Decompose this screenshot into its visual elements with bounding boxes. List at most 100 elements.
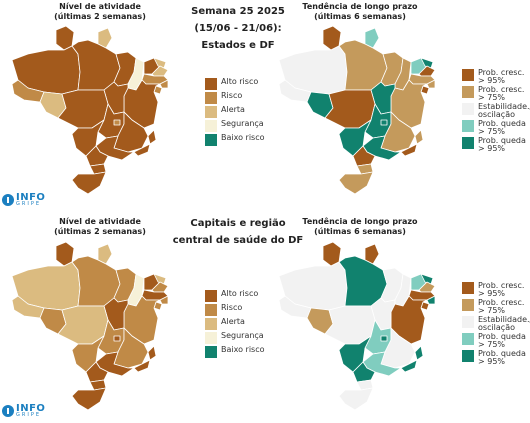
state-region-rj <box>400 359 418 373</box>
state-region-al <box>159 79 169 89</box>
legend-swatch <box>462 282 474 294</box>
legend-item: Baixo risco <box>205 134 265 146</box>
legend-item: Prob. cresc. > 75% <box>462 299 524 315</box>
legend-swatch <box>205 134 217 146</box>
legend-activity-bottom: Alto risco Risco Alerta Segurança Baixo risc… <box>205 290 275 380</box>
legend-label: Prob. cresc. > 75% <box>478 298 525 315</box>
state-region-ap <box>97 27 113 49</box>
legend-item: Segurança <box>205 120 264 132</box>
legend-item: Prob. queda > 95% <box>462 350 526 366</box>
top-center-title: Semana 25 2025 (15/06 - 21/06): Estados … <box>191 6 285 51</box>
state-region-rj <box>133 359 151 373</box>
legend-label: Prob. cresc. > 75% <box>478 85 525 102</box>
legend-item: Baixo risco <box>205 346 265 358</box>
state-region-es <box>147 129 157 145</box>
legend-swatch <box>462 103 474 115</box>
legend-activity-top: Alto risco Risco Alerta Segurança Baixo risc… <box>205 78 275 168</box>
legend-swatch <box>205 78 217 90</box>
legend-swatch <box>462 120 474 132</box>
legend-swatch <box>205 332 217 344</box>
legend-label: Estabilidade./ oscilação <box>478 315 530 332</box>
legend-item: Alerta <box>205 318 245 330</box>
legend-swatch <box>462 333 474 345</box>
bottom-activity-title: Nível de atividade (últimas 2 semanas) <box>54 217 146 236</box>
legend-label: Prob. cresc. > 95% <box>478 68 525 85</box>
state-region-df <box>113 335 121 342</box>
legend-item: Prob. queda > 95% <box>462 137 526 153</box>
state-region-ap <box>364 243 380 265</box>
legend-swatch <box>462 350 474 362</box>
infogripe-logo-bottom: INFO GRIPE <box>2 404 45 418</box>
state-region-df <box>380 335 388 342</box>
state-region-rj <box>400 143 418 157</box>
legend-item: Estabilidade./ oscilação <box>462 316 530 332</box>
legend-item: Prob. cresc. > 95% <box>462 69 524 85</box>
logo-main-text: INFO <box>16 192 46 203</box>
logo-main-text: INFO <box>16 403 46 414</box>
legend-swatch <box>205 120 217 132</box>
legend-label: Alto risco <box>221 289 259 298</box>
legend-label: Baixo risco <box>221 133 265 142</box>
legend-swatch <box>462 137 474 149</box>
legend-label: Baixo risco <box>221 345 265 354</box>
state-region-al <box>426 295 436 305</box>
map-bottom-activity <box>11 241 169 411</box>
state-region-al <box>426 79 436 89</box>
legend-trend-bottom: Prob. cresc. > 95% Prob. cresc. > 75% Esta… <box>462 282 530 372</box>
bottom-center-title: Capitais e região central de saúde do DF <box>172 218 304 246</box>
legend-label: Segurança <box>221 331 264 340</box>
info-icon <box>2 194 14 206</box>
legend-item: Prob. cresc. > 95% <box>462 282 524 298</box>
logo-sub-text: GRIPE <box>16 412 41 418</box>
state-region-es <box>414 129 424 145</box>
state-region-rs <box>338 387 374 411</box>
legend-item: Risco <box>205 92 242 104</box>
legend-label: Risco <box>221 91 243 100</box>
infogripe-logo-top: INFO GRIPE <box>2 193 45 207</box>
state-region-rs <box>338 171 374 195</box>
state-region-ap <box>364 27 380 49</box>
legend-swatch <box>462 299 474 311</box>
legend-swatch <box>205 346 217 358</box>
legend-item: Alto risco <box>205 78 258 90</box>
legend-label: Risco <box>221 303 243 312</box>
map-bottom-trend <box>278 241 436 411</box>
legend-trend-top: Prob. cresc. > 95% Prob. cresc. > 75% Esta… <box>462 69 530 159</box>
state-region-al <box>159 295 169 305</box>
legend-label: Prob. queda > 95% <box>478 349 526 366</box>
legend-swatch <box>462 86 474 98</box>
state-region-es <box>414 345 424 361</box>
map-top-trend <box>278 25 436 195</box>
legend-swatch <box>205 304 217 316</box>
state-region-ap <box>97 243 113 265</box>
legend-item: Risco <box>205 304 242 316</box>
legend-label: Alto risco <box>221 77 259 86</box>
legend-swatch <box>205 106 217 118</box>
legend-label: Prob. queda > 95% <box>478 136 526 153</box>
legend-swatch <box>462 316 474 328</box>
map-top-activity <box>11 25 169 195</box>
legend-label: Segurança <box>221 119 264 128</box>
legend-swatch <box>462 69 474 81</box>
legend-label: Prob. cresc. > 95% <box>478 281 525 298</box>
state-region-es <box>147 345 157 361</box>
state-region-rs <box>71 171 107 195</box>
legend-label: Alerta <box>221 105 245 114</box>
legend-item: Prob. queda > 75% <box>462 120 526 136</box>
legend-label: Prob. queda > 75% <box>478 119 526 136</box>
state-region-rs <box>71 387 107 411</box>
logo-sub-text: GRIPE <box>16 201 41 207</box>
legend-swatch <box>205 318 217 330</box>
state-region-df <box>113 119 121 126</box>
legend-label: Prob. queda > 75% <box>478 332 526 349</box>
legend-item: Alto risco <box>205 290 258 302</box>
legend-item: Prob. queda > 75% <box>462 333 526 349</box>
legend-item: Alerta <box>205 106 245 118</box>
legend-item: Estabilidade./ oscilação <box>462 103 530 119</box>
legend-item: Segurança <box>205 332 264 344</box>
state-region-rj <box>133 143 151 157</box>
legend-label: Alerta <box>221 317 245 326</box>
legend-label: Estabilidade./ oscilação <box>478 102 530 119</box>
top-trend-title: Tendência de longo prazo (últimas 6 sema… <box>302 2 418 21</box>
legend-swatch <box>205 92 217 104</box>
